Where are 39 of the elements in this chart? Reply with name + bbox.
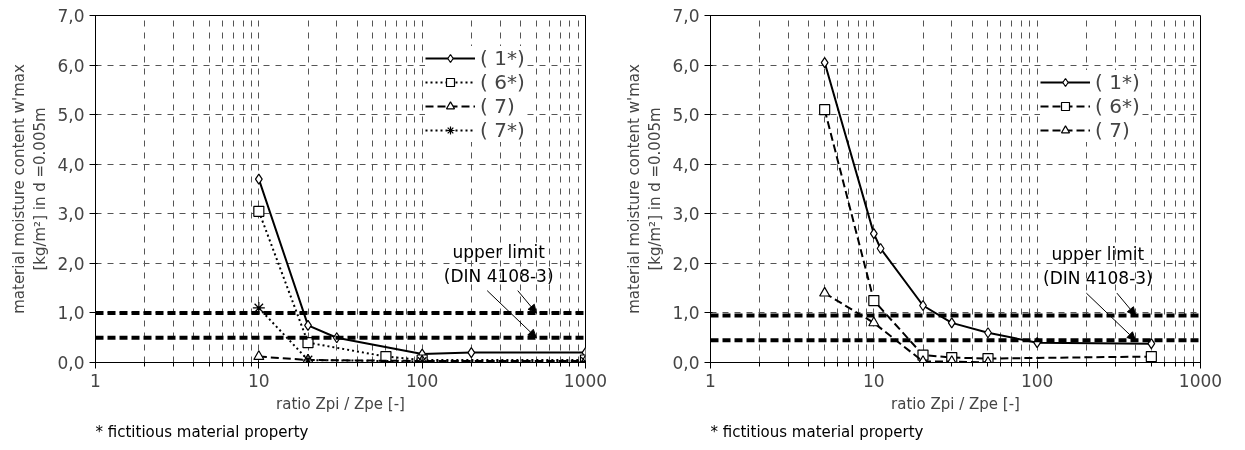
text: * fictitious material property: [710, 422, 924, 441]
y-tick-label: 7,0: [672, 6, 700, 26]
text: * fictitious material property: [95, 422, 309, 441]
y-tick-label: 3,0: [57, 204, 85, 225]
legend-label: ( 7*): [480, 118, 525, 142]
y-tick-label: 3,0: [672, 204, 700, 225]
y-tick-label: 4,0: [672, 154, 700, 175]
y-tick-label: 0,0: [57, 353, 85, 373]
x-tick-label: 100: [1020, 370, 1054, 391]
y-tick-label: 1,0: [672, 303, 700, 324]
y-tick-label: 5,0: [57, 105, 85, 126]
x-tick-label: 1: [90, 370, 101, 391]
y-tick-label: 1,0: [57, 303, 85, 324]
y-tick-label: 4,0: [57, 154, 85, 175]
x-tick-label: 1000: [563, 370, 608, 391]
x-axis-title: ratio Zpi / Zpe [-]: [891, 394, 1020, 413]
legend-label: ( 7): [480, 94, 515, 118]
y-axis-title: material moisture content w'max [kg/m²] in d =0.005m: [624, 64, 665, 314]
legend-label: ( 7): [1095, 118, 1130, 142]
y-tick-label: 6,0: [57, 55, 85, 76]
y-tick-label: 2,0: [57, 253, 85, 274]
legend-label: ( 1*): [1095, 70, 1140, 94]
y-tick-label: 7,0: [57, 6, 85, 26]
y-tick-label: 5,0: [672, 105, 700, 126]
y-tick-label: 0,0: [672, 353, 700, 373]
x-tick-label: 1: [705, 370, 716, 391]
x-tick-label: 100: [405, 370, 439, 391]
x-axis-title: ratio Zpi / Zpe [-]: [276, 394, 405, 413]
y-axis-title: material moisture content w'max [kg/m²] in d =0.005m: [9, 64, 50, 314]
legend-label: ( 6*): [480, 70, 525, 94]
legend-label: ( 1*): [480, 46, 525, 70]
x-tick-label: 1000: [1178, 370, 1223, 391]
x-tick-label: 10: [863, 370, 885, 391]
annotation: upper limit (DIN 4108-3): [443, 241, 554, 286]
x-tick-label: 10: [248, 370, 270, 391]
annotation: upper limit (DIN 4108-3): [1043, 244, 1153, 289]
legend-label: ( 6*): [1095, 94, 1140, 118]
y-tick-label: 6,0: [672, 55, 700, 76]
y-tick-label: 2,0: [672, 253, 700, 274]
